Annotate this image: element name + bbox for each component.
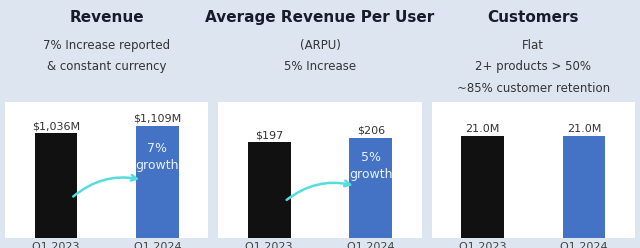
Bar — [349, 138, 392, 238]
Text: 7%
growth: 7% growth — [136, 142, 179, 172]
Text: Customers: Customers — [488, 10, 579, 25]
Text: $1,109M: $1,109M — [133, 114, 182, 124]
Text: Revenue: Revenue — [69, 10, 144, 25]
Text: (ARPU): (ARPU) — [300, 39, 340, 52]
Text: 5% Increase: 5% Increase — [284, 60, 356, 73]
Text: 21.0M: 21.0M — [465, 124, 500, 134]
Text: $1,036M: $1,036M — [32, 121, 80, 131]
Text: Flat: Flat — [522, 39, 545, 52]
Bar — [461, 136, 504, 238]
Text: $197: $197 — [255, 130, 284, 140]
Text: $206: $206 — [356, 126, 385, 136]
Text: & constant currency: & constant currency — [47, 60, 166, 73]
Bar — [136, 126, 179, 238]
Text: Average Revenue Per User: Average Revenue Per User — [205, 10, 435, 25]
Bar — [248, 142, 291, 238]
Bar — [563, 136, 605, 238]
Text: 5%
growth: 5% growth — [349, 151, 392, 181]
Text: 2+ products > 50%: 2+ products > 50% — [476, 60, 591, 73]
Text: ~85% customer retention: ~85% customer retention — [457, 82, 610, 95]
Text: 21.0M: 21.0M — [567, 124, 602, 134]
Bar — [35, 133, 77, 238]
Text: 7% Increase reported: 7% Increase reported — [43, 39, 170, 52]
